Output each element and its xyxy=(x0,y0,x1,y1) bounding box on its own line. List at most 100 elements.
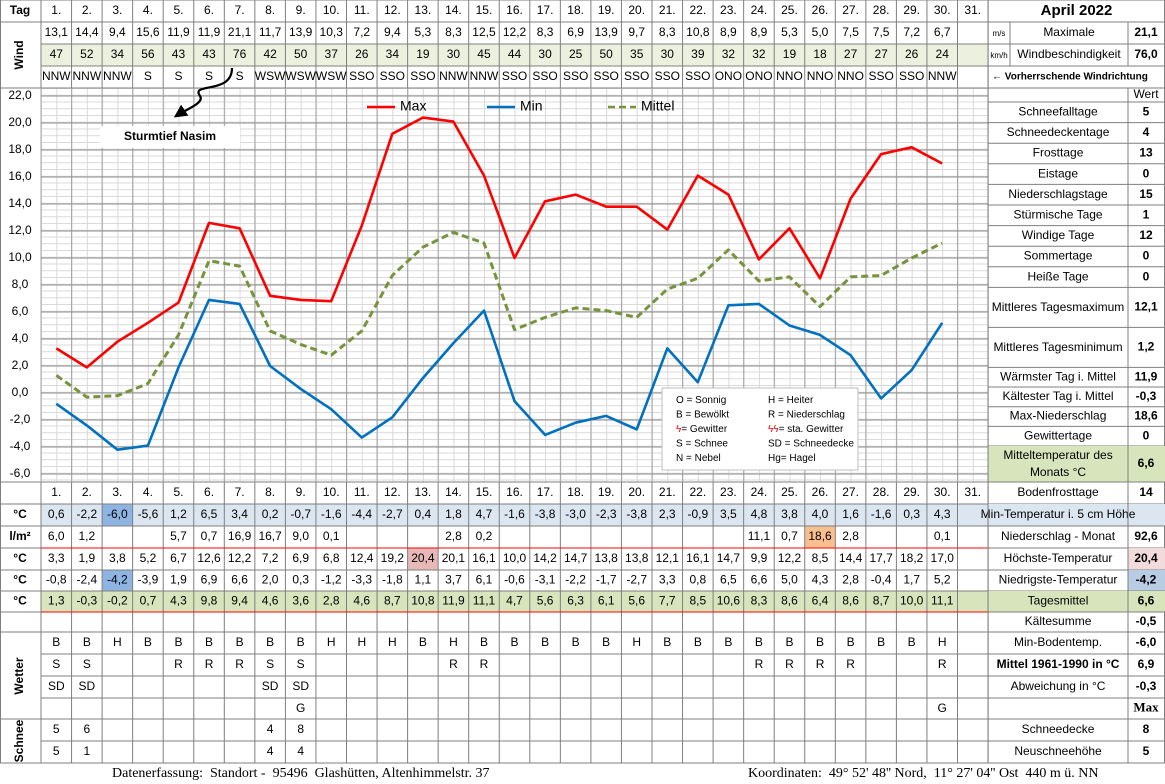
wind-kmh: 43 xyxy=(172,47,186,61)
summary-value: 18,6 xyxy=(1134,409,1158,423)
table-cell: 5,2 xyxy=(934,573,951,587)
table-cell: B xyxy=(83,635,91,649)
table-cell: 4 xyxy=(297,744,304,758)
table-cell: -0,7 xyxy=(290,507,311,521)
wind-ms: 9,4 xyxy=(109,25,126,39)
table-cell: 12,6 xyxy=(197,551,221,565)
legend-text: = Schneedecke xyxy=(782,438,854,449)
day-label: 25. xyxy=(781,485,798,499)
wind-kmh: 76 xyxy=(233,47,247,61)
table-cell: 16,1 xyxy=(686,551,710,565)
table-cell: 1,1 xyxy=(415,573,432,587)
table-cell: 3,4 xyxy=(231,507,248,521)
table-cell: 11,1 xyxy=(931,594,954,608)
table-cell: R xyxy=(235,657,244,671)
highlight-cell xyxy=(102,504,133,526)
summary-label: Schneefalltage xyxy=(1018,104,1098,118)
wind-ms: 13,9 xyxy=(594,25,618,39)
table-cell: 3,8 xyxy=(109,551,126,565)
table-cell: -4,2 xyxy=(107,573,128,587)
table-cell: 0,2 xyxy=(262,507,279,521)
table-cell: S xyxy=(266,657,274,671)
day-label: 21. xyxy=(659,3,676,17)
table-cell: H xyxy=(388,635,397,649)
table-cell: 3,5 xyxy=(720,507,737,521)
day-label: 11. xyxy=(354,3,370,17)
day-label: 11. xyxy=(354,485,370,499)
table-cell: -1,7 xyxy=(596,573,617,587)
table-cell: B xyxy=(236,635,244,649)
day-label: 26. xyxy=(812,3,829,17)
y-tick-label: -4,0 xyxy=(10,439,31,453)
table-cell: 6 xyxy=(83,722,90,736)
summary-label-box: Mitteltemperatur des Monats °C xyxy=(1003,448,1113,479)
table-cell: B xyxy=(602,635,610,649)
table-cell: 8,7 xyxy=(873,594,890,608)
wind-dir: NNW xyxy=(928,69,957,83)
table-cell: H xyxy=(327,635,336,649)
summary-value: 0 xyxy=(1143,249,1150,263)
summary-label: Schneedeckentage xyxy=(1007,125,1110,139)
table-cell: -1,6 xyxy=(504,507,525,521)
summary-label: Mitteltemperatur des Monats °C xyxy=(1003,448,1113,479)
wind-kmh: 43 xyxy=(202,47,216,61)
table-cell: 2,0 xyxy=(262,573,279,587)
summary-label: Niedrigste-Temperatur xyxy=(999,573,1118,587)
wind-note: ← Vorherrschende Windrichtung xyxy=(992,72,1148,83)
table-cell: 11,1 xyxy=(473,594,496,608)
summary-label: Mittleres Tagesminimum xyxy=(993,339,1123,354)
table-cell: B xyxy=(297,635,305,649)
y-tick-label: 16,0 xyxy=(8,169,32,183)
table-cell: B xyxy=(52,635,60,649)
day-label: 1. xyxy=(51,485,61,499)
wind-kmh: 44 xyxy=(508,47,522,61)
table-cell: 6,4 xyxy=(812,594,829,608)
legend-symbol: H xyxy=(768,395,775,406)
y-tick-label: 12,0 xyxy=(8,223,32,237)
value-fill xyxy=(1128,548,1165,570)
table-cell: 8 xyxy=(297,722,304,736)
wind-dir: NNW xyxy=(439,69,468,83)
day-label: 19. xyxy=(598,485,615,499)
wind-kmh: 27 xyxy=(844,47,858,61)
table-cell: B xyxy=(755,635,763,649)
y-tick-label: -2,0 xyxy=(10,412,31,426)
summary-value: 15 xyxy=(1139,187,1153,201)
legend-symbol: B xyxy=(676,409,683,420)
section-label: Wetter xyxy=(12,657,26,694)
legend-symbol: SD xyxy=(768,438,782,449)
weather-legend-box xyxy=(661,387,859,471)
table-cell: R xyxy=(755,657,764,671)
wind-dir: S xyxy=(174,69,182,83)
wind-value: 76,0 xyxy=(1134,47,1158,61)
summary-label-box: Mittleres Tagesminimum xyxy=(993,339,1123,354)
weather-legend-item: ϟ= Gewitter xyxy=(676,424,728,435)
table-cell: -2,2 xyxy=(76,507,97,521)
table-cell: 0,3 xyxy=(292,573,309,587)
summary-label: Kältesumme xyxy=(1025,614,1092,628)
summary-value: -6,0 xyxy=(1136,635,1157,649)
table-cell: S xyxy=(52,657,60,671)
summary-value: 13 xyxy=(1139,146,1153,160)
day-label: 22. xyxy=(689,485,706,499)
y-tick-label: 2,0 xyxy=(12,358,29,372)
table-cell: 4,3 xyxy=(170,594,187,608)
summary-label: Max-Niederschlag xyxy=(1010,409,1107,423)
series-line xyxy=(55,298,944,451)
table-cell: 3,3 xyxy=(48,551,65,565)
table-cell: 14,4 xyxy=(839,551,863,565)
summary-value: 0 xyxy=(1143,166,1150,180)
wind-label: Windbeschindigkeit xyxy=(1017,47,1121,61)
table-cell: -0,8 xyxy=(46,573,67,587)
summary-value: 0 xyxy=(1143,428,1150,442)
legend-label: Mittel xyxy=(641,98,674,114)
day-label: 4. xyxy=(143,485,153,499)
day-label: 1. xyxy=(51,3,61,17)
table-cell: 4,7 xyxy=(506,594,523,608)
table-cell: 0,7 xyxy=(201,529,218,543)
weather-legend-item: H = Heiter xyxy=(768,395,814,406)
wind-ms: 14,4 xyxy=(75,25,99,39)
table-cell: 4 xyxy=(267,722,274,736)
day-label: 28. xyxy=(873,485,890,499)
